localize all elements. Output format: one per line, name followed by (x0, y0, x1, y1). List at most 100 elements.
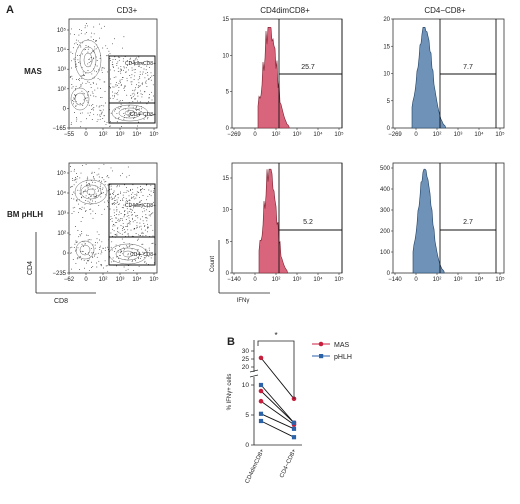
cell-event-dot (95, 41, 96, 42)
cell-event-dot (105, 247, 106, 248)
cell-event-dot (114, 209, 115, 210)
y-tick-label: 100 (380, 250, 391, 256)
cell-event-dot (115, 84, 116, 85)
legend-label-mas: MAS (334, 342, 350, 349)
cell-event-dot (78, 35, 79, 36)
cell-event-dot (70, 247, 71, 248)
axis-label-cd4: CD4 (27, 261, 34, 275)
cell-event-dot (104, 181, 105, 182)
cell-event-dot (125, 231, 126, 232)
cell-event-dot (131, 77, 132, 78)
cell-event-dot (104, 115, 105, 116)
cell-event-dot (96, 267, 97, 268)
cell-event-dot (77, 241, 78, 242)
cell-event-dot (70, 234, 71, 235)
cell-event-dot (111, 197, 112, 198)
cell-event-dot (76, 121, 77, 122)
cell-event-dot (89, 115, 90, 116)
data-point-phlh (259, 383, 263, 387)
y-tick-label: 10² (57, 87, 66, 93)
data-point-mas (259, 399, 264, 404)
cell-event-dot (97, 257, 98, 258)
cell-event-dot (133, 107, 134, 108)
cell-event-dot (80, 113, 81, 114)
cell-event-dot (86, 164, 87, 165)
cell-event-dot (86, 83, 87, 84)
cell-event-dot (82, 105, 83, 106)
cell-event-dot (90, 112, 91, 113)
x-tick-label: 10³ (293, 277, 302, 283)
cell-event-dot (80, 235, 81, 236)
cell-event-dot (145, 217, 146, 218)
cell-event-dot (136, 58, 137, 59)
cell-event-dot (97, 188, 98, 189)
cell-event-dot (128, 114, 129, 115)
cell-event-dot (142, 94, 143, 95)
cell-event-dot (91, 52, 92, 53)
cell-event-dot (107, 48, 108, 49)
cell-event-dot (118, 68, 119, 69)
cell-event-dot (88, 260, 89, 261)
cell-event-dot (145, 235, 146, 236)
cell-event-dot (107, 185, 108, 186)
cell-event-dot (92, 201, 93, 202)
y-tick-label: 5 (226, 239, 230, 245)
cell-event-dot (98, 261, 99, 262)
cell-event-dot (118, 83, 119, 84)
column-header-cd4neg: CD4−CD8+ (424, 6, 466, 15)
cell-event-dot (88, 70, 89, 71)
cell-event-dot (149, 211, 150, 212)
cell-event-dot (88, 113, 89, 114)
cell-event-dot (123, 36, 124, 37)
cell-event-dot (107, 200, 108, 201)
cell-event-dot (139, 86, 140, 87)
cell-event-dot (123, 197, 124, 198)
cell-event-dot (105, 103, 106, 104)
cell-event-dot (142, 235, 143, 236)
cell-event-dot (89, 258, 90, 259)
cell-event-dot (128, 109, 129, 110)
cell-event-dot (113, 198, 114, 199)
cell-event-dot (111, 113, 112, 114)
cell-event-dot (137, 227, 138, 228)
cell-event-dot (93, 96, 94, 97)
cell-event-dot (146, 86, 147, 87)
cell-event-dot (90, 95, 91, 96)
cell-event-dot (149, 94, 150, 95)
paired-line (261, 385, 294, 423)
cell-event-dot (137, 222, 138, 223)
cell-event-dot (85, 204, 86, 205)
cell-event-dot (97, 88, 98, 89)
cell-event-dot (119, 81, 120, 82)
cell-event-dot (129, 220, 130, 221)
cell-event-dot (88, 49, 89, 50)
cell-event-dot (144, 189, 145, 190)
cell-event-dot (141, 226, 142, 227)
cell-event-dot (114, 87, 115, 88)
cell-event-dot (99, 177, 100, 178)
cell-event-dot (150, 215, 151, 216)
y-tick-label: 0 (63, 251, 67, 257)
cell-event-dot (121, 225, 122, 226)
cell-event-dot (142, 244, 143, 245)
cell-event-dot (131, 98, 132, 99)
cell-event-dot (117, 228, 118, 229)
panel-b-category-cd4neg: CD4−CD8+ (279, 448, 298, 479)
x-tick-label: 0 (253, 132, 257, 138)
cell-event-dot (99, 79, 100, 80)
cell-event-dot (88, 91, 89, 92)
cell-event-dot (120, 193, 121, 194)
cell-event-dot (145, 230, 146, 231)
cell-event-dot (95, 96, 96, 97)
cell-event-dot (127, 211, 128, 212)
cell-event-dot (107, 55, 108, 56)
cell-event-dot (80, 234, 81, 235)
cell-event-dot (70, 33, 71, 34)
cell-event-dot (132, 219, 133, 220)
x-tick-label: 10³ (454, 277, 463, 283)
cell-event-dot (98, 174, 99, 175)
cell-event-dot (141, 108, 142, 109)
cell-event-dot (103, 268, 104, 269)
cell-event-dot (143, 220, 144, 221)
cell-event-dot (86, 32, 87, 33)
